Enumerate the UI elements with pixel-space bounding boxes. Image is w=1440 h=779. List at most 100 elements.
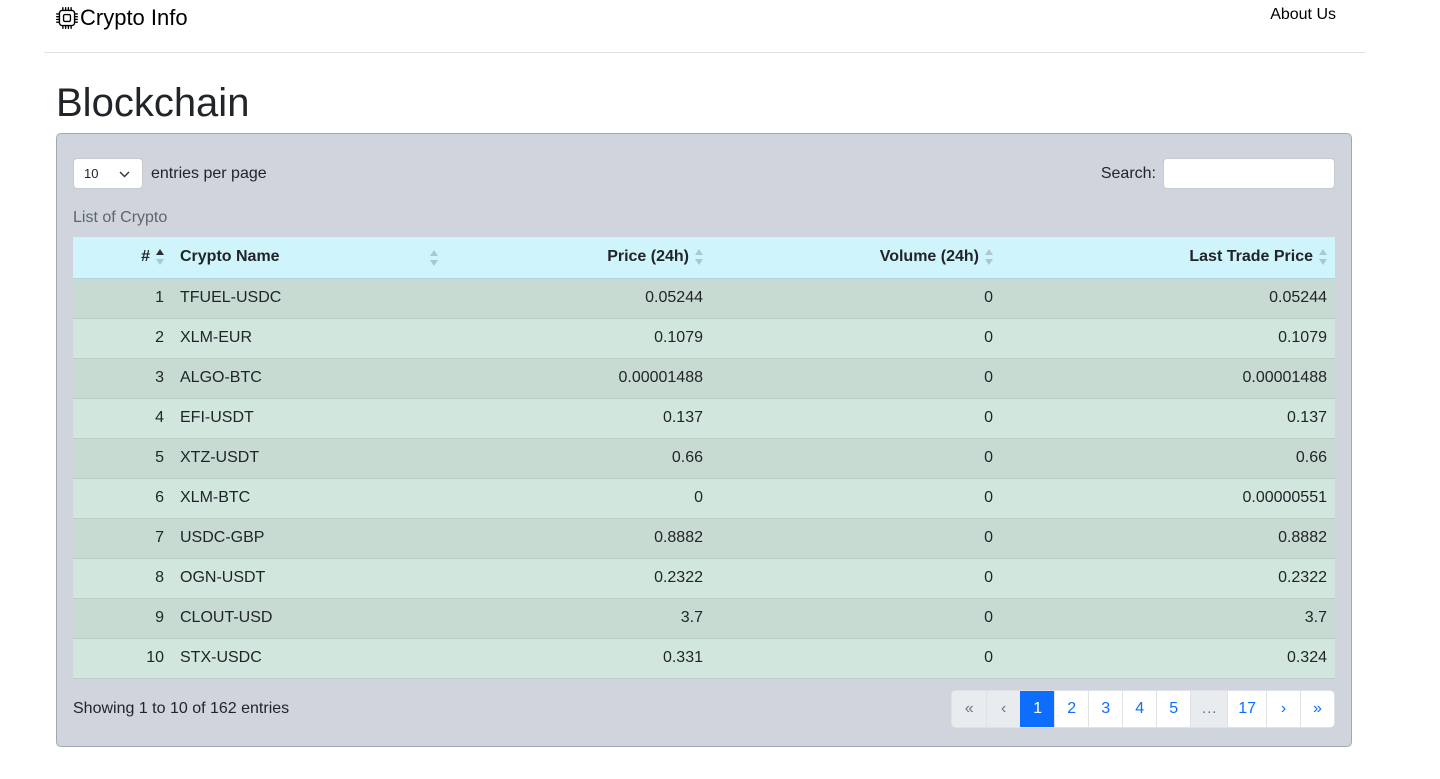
- cell-last-trade-price: 0.05244: [1001, 278, 1335, 319]
- entries-per-page-label: entries per page: [151, 164, 267, 182]
- table-row: 2 XLM-EUR 0.1079 0 0.1079: [73, 318, 1335, 359]
- entries-per-page-select[interactable]: 10: [73, 158, 143, 189]
- cell-volume: 0: [711, 558, 1001, 599]
- cell-price: 3.7: [446, 598, 711, 639]
- sort-icon: [1319, 248, 1327, 266]
- cell-index: 8: [73, 558, 172, 599]
- cell-index: 10: [73, 638, 172, 679]
- cell-volume: 0: [711, 358, 1001, 399]
- chevron-down-icon: [119, 166, 130, 181]
- cell-price: 0.2322: [446, 558, 711, 599]
- search-input[interactable]: [1163, 158, 1335, 189]
- cell-index: 9: [73, 598, 172, 639]
- cell-price: 0.05244: [446, 278, 711, 319]
- cell-price: 0: [446, 478, 711, 519]
- datatable-panel: 10 entries per page Search: List of Cryp…: [56, 133, 1352, 747]
- cpu-icon: [56, 7, 78, 29]
- cell-index: 5: [73, 438, 172, 479]
- sort-icon: [985, 248, 993, 266]
- table-info: Showing 1 to 10 of 162 entries: [73, 700, 290, 717]
- cell-volume: 0: [711, 518, 1001, 559]
- cell-crypto-name: EFI-USDT: [172, 398, 446, 439]
- brand-text: Crypto Info: [80, 5, 188, 30]
- search-label: Search:: [1100, 164, 1156, 182]
- pagination-previous-button[interactable]: ‹: [986, 691, 1021, 727]
- table-caption: List of Crypto: [73, 209, 168, 226]
- search-box: Search:: [1101, 158, 1335, 189]
- pagination-first-button[interactable]: «: [952, 691, 987, 727]
- cell-last-trade-price: 0.137: [1001, 398, 1335, 439]
- cell-crypto-name: OGN-USDT: [172, 558, 446, 599]
- table-row: 9 CLOUT-USD 3.7 0 3.7: [73, 598, 1335, 639]
- pagination-page-4[interactable]: 4: [1122, 691, 1157, 727]
- entries-per-page-value: 10: [84, 166, 99, 181]
- cell-crypto-name: ALGO-BTC: [172, 358, 446, 399]
- cell-volume: 0: [711, 478, 1001, 519]
- page-title: Blockchain: [56, 81, 250, 125]
- cell-last-trade-price: 0.324: [1001, 638, 1335, 679]
- pagination-ellipsis: …: [1190, 691, 1228, 727]
- cell-crypto-name: STX-USDC: [172, 638, 446, 679]
- cell-crypto-name: CLOUT-USD: [172, 598, 446, 639]
- cell-price: 0.00001488: [446, 358, 711, 399]
- cell-index: 7: [73, 518, 172, 559]
- cell-price: 0.1079: [446, 318, 711, 359]
- table-row: 4 EFI-USDT 0.137 0 0.137: [73, 398, 1335, 439]
- cell-price: 0.66: [446, 438, 711, 479]
- cell-last-trade-price: 0.66: [1001, 438, 1335, 479]
- pagination: « ‹ 1 2 3 4 5 … 17 › »: [951, 690, 1335, 728]
- cell-index: 2: [73, 318, 172, 359]
- cell-index: 6: [73, 478, 172, 519]
- table-row: 3 ALGO-BTC 0.00001488 0 0.00001488: [73, 358, 1335, 399]
- cell-last-trade-price: 3.7: [1001, 598, 1335, 639]
- table-row: 5 XTZ-USDT 0.66 0 0.66: [73, 438, 1335, 479]
- cell-price: 0.8882: [446, 518, 711, 559]
- table-row: 10 STX-USDC 0.331 0 0.324: [73, 638, 1335, 679]
- cell-volume: 0: [711, 438, 1001, 479]
- cell-last-trade-price: 0.1079: [1001, 318, 1335, 359]
- pagination-page-3[interactable]: 3: [1088, 691, 1123, 727]
- column-header-number[interactable]: #: [73, 237, 172, 279]
- column-header-price[interactable]: Price (24h): [446, 237, 711, 279]
- cell-last-trade-price: 0.8882: [1001, 518, 1335, 559]
- column-header-crypto-name[interactable]: Crypto Name: [172, 237, 446, 279]
- cell-volume: 0: [711, 278, 1001, 319]
- cell-volume: 0: [711, 638, 1001, 679]
- table-row: 8 OGN-USDT 0.2322 0 0.2322: [73, 558, 1335, 599]
- pagination-page-17[interactable]: 17: [1227, 691, 1266, 727]
- cell-volume: 0: [711, 318, 1001, 359]
- cell-price: 0.137: [446, 398, 711, 439]
- cell-crypto-name: XLM-BTC: [172, 478, 446, 519]
- pagination-next-button[interactable]: ›: [1266, 691, 1300, 727]
- cell-index: 1: [73, 278, 172, 319]
- cell-volume: 0: [711, 598, 1001, 639]
- cell-index: 3: [73, 358, 172, 399]
- cell-crypto-name: XTZ-USDT: [172, 438, 446, 479]
- sort-ascending-icon: [156, 248, 164, 266]
- cell-last-trade-price: 0.2322: [1001, 558, 1335, 599]
- sort-icon: [430, 249, 438, 267]
- cell-crypto-name: TFUEL-USDC: [172, 278, 446, 319]
- cell-crypto-name: USDC-GBP: [172, 518, 446, 559]
- cell-volume: 0: [711, 398, 1001, 439]
- entries-per-page: 10 entries per page: [73, 158, 267, 189]
- about-us-link[interactable]: About Us: [1270, 6, 1336, 23]
- cell-last-trade-price: 0.00000551: [1001, 478, 1335, 519]
- column-header-volume[interactable]: Volume (24h): [711, 237, 1001, 279]
- cell-crypto-name: XLM-EUR: [172, 318, 446, 359]
- cell-index: 4: [73, 398, 172, 439]
- pagination-page-5[interactable]: 5: [1156, 691, 1191, 727]
- brand-link[interactable]: Crypto Info: [56, 4, 188, 32]
- pagination-last-button[interactable]: »: [1300, 691, 1334, 727]
- pagination-page-2[interactable]: 2: [1054, 691, 1089, 727]
- sort-icon: [695, 248, 703, 266]
- crypto-table: # Crypto Name Price (24h) Volume (24h) L…: [73, 237, 1335, 679]
- table-header-row: # Crypto Name Price (24h) Volume (24h) L…: [73, 237, 1335, 279]
- cell-last-trade-price: 0.00001488: [1001, 358, 1335, 399]
- table-row: 6 XLM-BTC 0 0 0.00000551: [73, 478, 1335, 519]
- table-row: 7 USDC-GBP 0.8882 0 0.8882: [73, 518, 1335, 559]
- navbar: Crypto Info About Us: [44, 0, 1365, 53]
- column-header-last-trade-price[interactable]: Last Trade Price: [1001, 237, 1335, 279]
- cell-price: 0.331: [446, 638, 711, 679]
- pagination-page-1[interactable]: 1: [1020, 691, 1055, 727]
